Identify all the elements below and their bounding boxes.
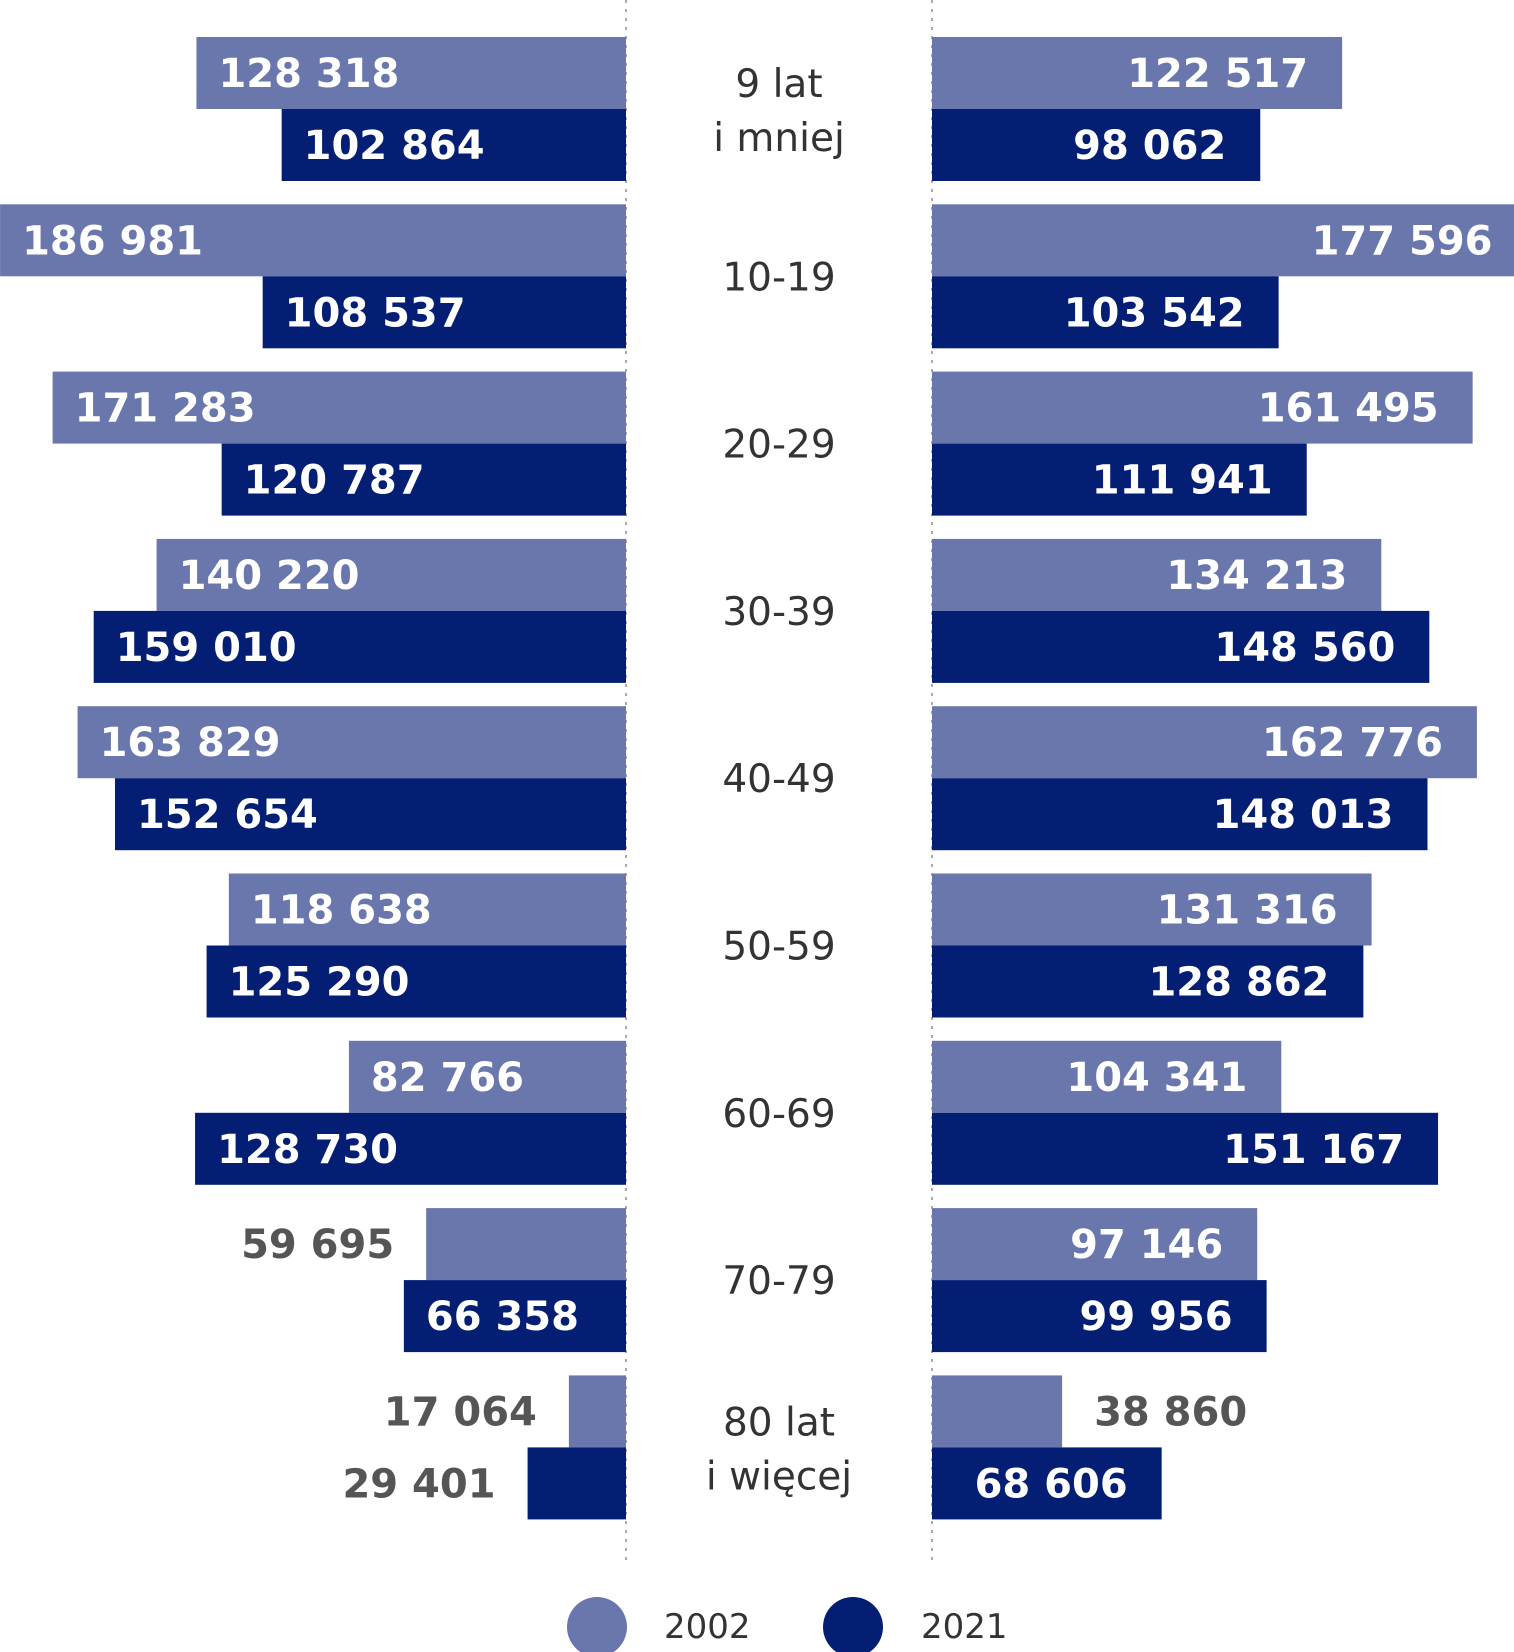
age-label-1: 10-19 xyxy=(722,255,835,300)
bar-left-2021-6 xyxy=(195,1112,627,1185)
bar-right-2021-5 xyxy=(932,945,1364,1018)
label-left-2002-3: 140 220 xyxy=(179,553,360,599)
label-right-2021-4: 148 013 xyxy=(1213,792,1394,838)
label-left-2002-1: 186 981 xyxy=(22,218,203,264)
bar-left-2021-7 xyxy=(403,1280,626,1353)
label-left-2002-6: 82 766 xyxy=(371,1055,524,1101)
label-right-2021-8: 68 606 xyxy=(975,1461,1128,1507)
bar-right-2021-3 xyxy=(932,610,1430,683)
age-label-5: 50-59 xyxy=(722,925,835,970)
bar-left-2021-4 xyxy=(114,778,627,851)
bar-right-2002-5 xyxy=(932,873,1372,946)
label-left-2002-5: 118 638 xyxy=(251,888,432,934)
age-label-8-line-1: i więcej xyxy=(706,1454,852,1499)
bar-right-2021-1 xyxy=(932,276,1279,349)
bar-right-2002-3 xyxy=(932,538,1382,611)
bar-left-2021-8 xyxy=(527,1447,626,1520)
label-right-2021-6: 151 167 xyxy=(1223,1127,1404,1173)
label-right-2021-5: 128 862 xyxy=(1148,960,1329,1006)
age-group-labels: 9 lat i mniej 10-19 20-29 30-39 40-49 50-59 60-… xyxy=(706,62,852,1499)
age-label-0-line-0: 9 lat xyxy=(735,62,822,107)
label-right-2021-7: 99 956 xyxy=(1080,1294,1233,1340)
bar-left-2021-3 xyxy=(93,610,626,683)
bar-left-2021-0 xyxy=(281,109,626,181)
bar-right-2021-0 xyxy=(932,109,1261,181)
bar-right-2002-0 xyxy=(932,37,1343,109)
legend-label-2021: 2021 xyxy=(921,1607,1008,1647)
label-right-2021-2: 111 941 xyxy=(1092,458,1273,504)
age-label-8-line-0: 80 lat xyxy=(723,1400,835,1445)
bar-left-2002-4 xyxy=(77,706,627,779)
bar-right-2021-7 xyxy=(932,1280,1267,1353)
legend-swatch-2021 xyxy=(823,1597,883,1652)
label-left-2002-8: 17 064 xyxy=(384,1389,537,1435)
bar-right-2021-4 xyxy=(932,778,1428,851)
bar-left-2002-3 xyxy=(156,538,626,611)
label-right-2002-3: 134 213 xyxy=(1166,553,1347,599)
age-label-3: 30-39 xyxy=(722,590,835,635)
label-left-2021-4: 152 654 xyxy=(137,792,318,838)
bar-right-2021-8 xyxy=(932,1447,1162,1520)
label-left-2002-7: 59 695 xyxy=(241,1222,394,1268)
label-left-2002-2: 171 283 xyxy=(75,386,256,432)
label-left-2021-2: 120 787 xyxy=(244,458,425,504)
label-left-2021-6: 128 730 xyxy=(217,1127,398,1173)
age-label-4: 40-49 xyxy=(722,757,835,802)
bar-left-2002-0 xyxy=(196,37,626,109)
bar-left-2002-6 xyxy=(348,1040,626,1113)
label-left-2021-5: 125 290 xyxy=(229,960,410,1006)
bar-left-2021-1 xyxy=(262,276,626,349)
bar-left-2002-7 xyxy=(426,1208,626,1281)
age-label-2: 20-29 xyxy=(722,423,835,468)
bar-left-2002-8 xyxy=(568,1375,626,1448)
label-left-2021-7: 66 358 xyxy=(426,1294,579,1340)
label-left-2002-4: 163 829 xyxy=(100,720,281,766)
label-right-2002-7: 97 146 xyxy=(1070,1222,1223,1268)
label-right-2002-2: 161 495 xyxy=(1258,386,1439,432)
label-left-2021-8: 29 401 xyxy=(342,1461,495,1507)
bar-right-2002-7 xyxy=(932,1208,1258,1281)
bar-right-2002-2 xyxy=(932,371,1473,444)
age-label-6: 60-69 xyxy=(722,1092,835,1137)
label-right-2002-0: 122 517 xyxy=(1127,51,1308,97)
label-right-2002-8: 38 860 xyxy=(1094,1389,1247,1435)
bar-right-2021-2 xyxy=(932,443,1307,516)
bar-left-2021-2 xyxy=(221,443,626,516)
label-left-2021-3: 159 010 xyxy=(116,625,297,671)
bar-right-2021-6 xyxy=(932,1112,1439,1185)
label-right-2002-4: 162 776 xyxy=(1262,720,1443,766)
bar-right-2002-6 xyxy=(932,1040,1282,1113)
label-right-2002-6: 104 341 xyxy=(1066,1055,1247,1101)
bar-left-2002-5 xyxy=(228,873,626,946)
label-left-2002-0: 128 318 xyxy=(218,51,399,97)
label-right-2021-1: 103 542 xyxy=(1064,290,1245,336)
bar-left-2002-2 xyxy=(52,371,626,444)
bar-right-2002-4 xyxy=(932,706,1477,779)
label-right-2021-3: 148 560 xyxy=(1214,625,1395,671)
label-left-2021-1: 108 537 xyxy=(285,290,466,336)
bar-right-2002-1 xyxy=(932,204,1514,277)
label-left-2021-0: 102 864 xyxy=(304,123,485,169)
age-label-7: 70-79 xyxy=(722,1259,835,1304)
bar-left-2021-5 xyxy=(206,945,626,1018)
bar-left-2002-1 xyxy=(0,204,627,277)
label-right-2021-0: 98 062 xyxy=(1073,123,1226,169)
legend: 2002 2021 xyxy=(567,1597,1008,1652)
label-right-2002-1: 177 596 xyxy=(1312,218,1493,264)
age-label-0-line-1: i mniej xyxy=(713,116,845,161)
bar-right-2002-8 xyxy=(932,1375,1063,1448)
label-right-2002-5: 131 316 xyxy=(1157,888,1338,934)
bars-group: 128 318 122 517 102 864 98 062 186 981 177 59… xyxy=(0,37,1514,1520)
legend-label-2002: 2002 xyxy=(664,1607,751,1647)
legend-swatch-2002 xyxy=(567,1597,627,1652)
